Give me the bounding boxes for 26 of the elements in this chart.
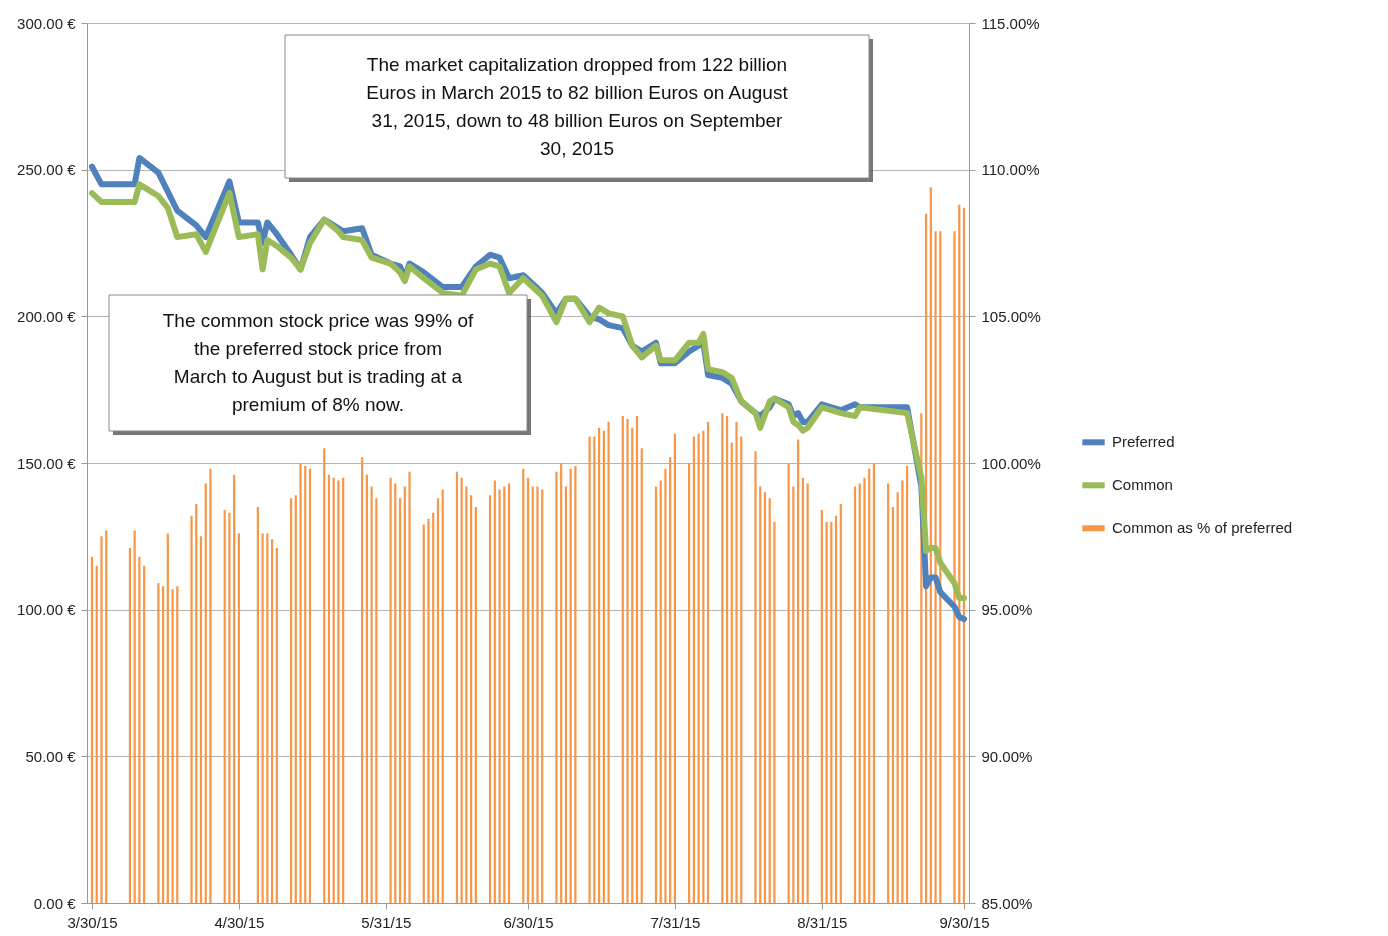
y-tick-label: 150.00 €	[17, 454, 77, 472]
x-tick-label: 3/30/15	[67, 913, 118, 931]
y-tick-label: 200.00 €	[17, 307, 77, 325]
x-tick-label: 7/31/15	[650, 913, 701, 931]
y-tick-label: 0.00 €	[33, 894, 77, 912]
legend-label: Preferred	[1112, 433, 1175, 451]
y2-tick-label: 100.00%	[981, 454, 1041, 472]
y2-tick-label: 105.00%	[981, 307, 1041, 325]
x-tick-label: 9/30/15	[939, 913, 990, 931]
y-tick-label: 100.00 €	[17, 601, 77, 619]
annotation: The common stock price was 99% of the preferred stock price from March to August but is trading at a premium of 8% now.	[162, 310, 474, 415]
legend-label: Common as % of preferred	[1112, 519, 1293, 537]
legend-label: Common	[1112, 476, 1173, 494]
y-tick-label: 250.00 €	[17, 161, 77, 179]
x-tick-label: 5/31/15	[361, 913, 412, 931]
y2-tick-label: 95.00%	[981, 601, 1033, 619]
y-tick-label: 300.00 €	[17, 14, 77, 32]
x-tick-label: 4/30/15	[214, 913, 265, 931]
y2-tick-label: 110.00%	[981, 161, 1040, 179]
annotation: The market capitalization dropped from 122 billion Euros in March 2015 to 82 billion Euros on August 31, 2015, down to 48 billion Euros on September 30, 2015	[366, 53, 789, 159]
y2-tick-label: 115.00%	[981, 14, 1040, 32]
y2-tick-label: 90.00%	[981, 747, 1033, 765]
x-tick-label: 8/31/15	[797, 913, 848, 931]
x-tick-label: 6/30/15	[503, 913, 554, 931]
y-tick-label: 50.00 €	[25, 747, 77, 765]
y2-tick-label: 85.00%	[981, 894, 1033, 912]
